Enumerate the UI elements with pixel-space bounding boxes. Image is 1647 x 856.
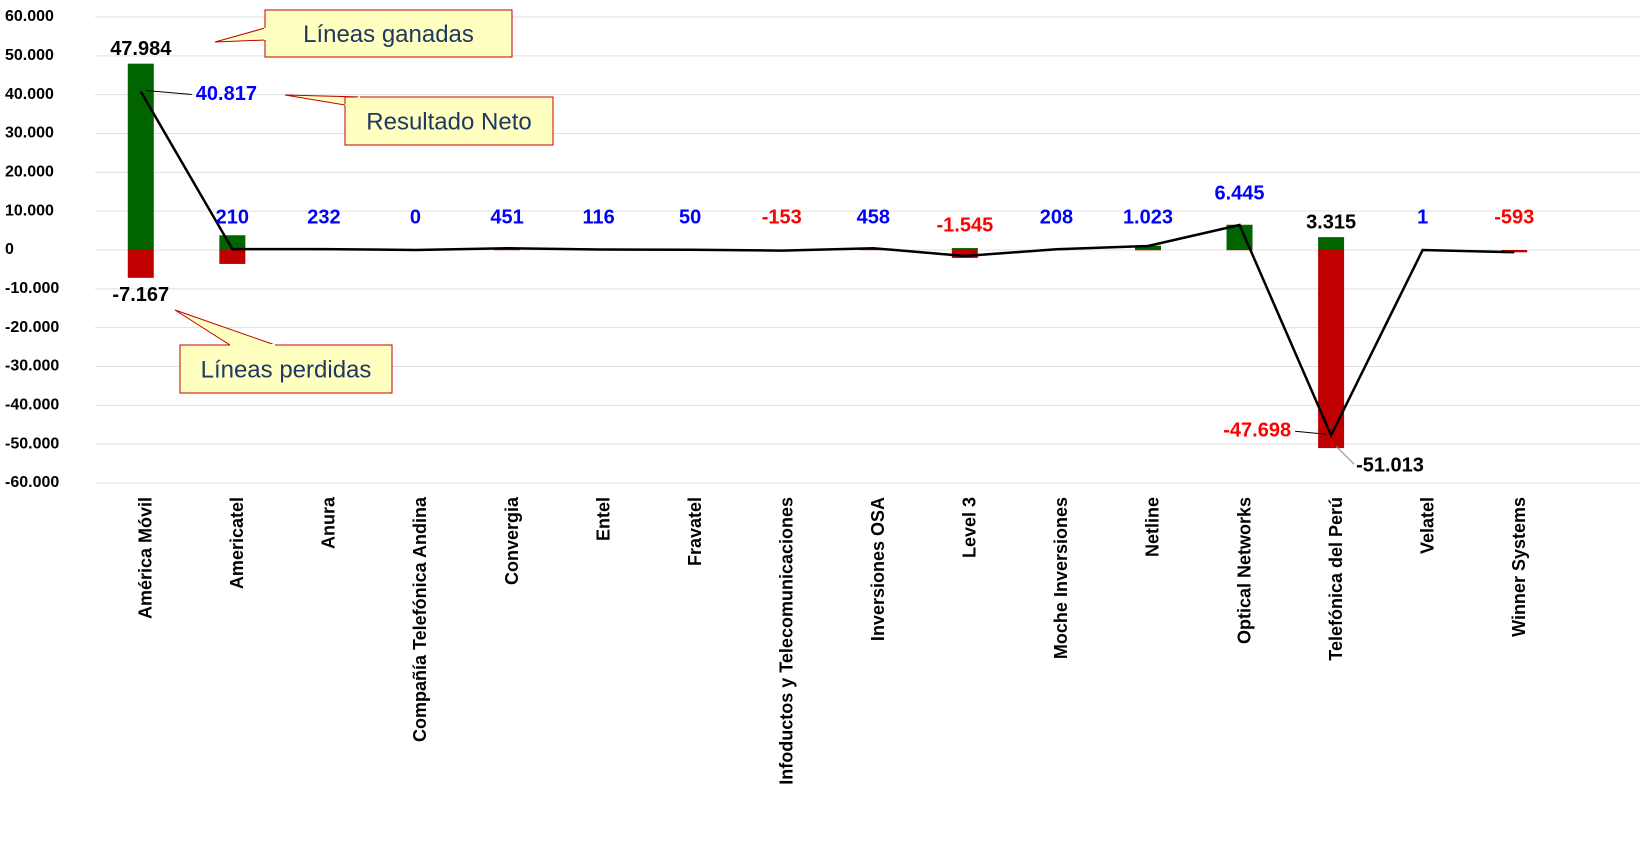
y-tick-label: -10.000 [5,280,59,297]
x-tick-label: Americatel [227,497,247,589]
x-tick-label: Optical Networks [1234,497,1254,644]
data-label: 1 [1417,206,1428,228]
data-label: -51.013 [1356,454,1424,476]
x-tick-label: Convergia [502,496,522,585]
data-label: 6.445 [1215,182,1265,204]
bar [128,250,154,278]
x-tick-label: Entel [593,497,613,541]
y-tick-label: 20.000 [5,164,54,181]
data-label: 451 [490,206,523,228]
y-tick-label: 10.000 [5,202,54,219]
y-tick-label: 30.000 [5,125,54,142]
x-tick-label: América Móvil [136,497,156,619]
data-label: -47.698 [1223,420,1291,442]
x-tick-label: Anura [319,496,339,549]
x-tick-label: Compañía Telefónica Andina [410,496,430,742]
bar [1318,237,1344,250]
data-label: 3.315 [1306,211,1356,233]
data-label: 116 [582,206,614,228]
legend-label: Líneas perdidas [201,356,372,383]
y-tick-label: 50.000 [5,47,54,64]
data-label: 208 [1040,206,1073,228]
legend-label: Resultado Neto [366,108,531,135]
data-label: -1.545 [936,214,993,236]
data-label: 47.984 [110,38,172,60]
data-label: 210 [216,206,249,228]
x-tick-label: Netline [1143,497,1163,557]
x-tick-label: Moche Inversiones [1051,497,1071,659]
y-tick-label: 0 [5,241,14,258]
y-tick-label: -30.000 [5,358,59,375]
legend-label: Líneas ganadas [303,21,474,48]
data-label: 40.817 [196,83,257,105]
y-tick-label: 40.000 [5,86,54,103]
y-tick-label: -50.000 [5,435,59,452]
x-tick-label: Velatel [1417,497,1437,554]
y-tick-label: -20.000 [5,319,59,336]
data-label: -593 [1494,206,1534,228]
y-tick-label: -40.000 [5,397,59,414]
bar [219,250,245,264]
data-label: -153 [762,206,802,228]
x-tick-label: Fravatel [685,497,705,566]
y-tick-label: -60.000 [5,474,59,491]
x-tick-label: Telefónica del Perú [1326,497,1346,661]
data-label: 458 [857,206,890,228]
leader-line [1336,446,1354,464]
x-tick-label: Winner Systems [1509,497,1529,637]
data-label: 1.023 [1123,206,1173,228]
callout-pointer [215,28,265,42]
data-label: 0 [410,206,421,228]
x-tick-label: Level 3 [960,497,980,558]
x-tick-label: Infoductos y Telecomunicaciones [776,497,796,785]
bar [952,248,978,250]
x-tick-label: Inversiones OSA [868,497,888,641]
y-tick-label: 60.000 [5,8,54,25]
data-label: -7.167 [112,284,169,306]
data-label: 232 [307,206,340,228]
data-label: 50 [679,206,701,228]
